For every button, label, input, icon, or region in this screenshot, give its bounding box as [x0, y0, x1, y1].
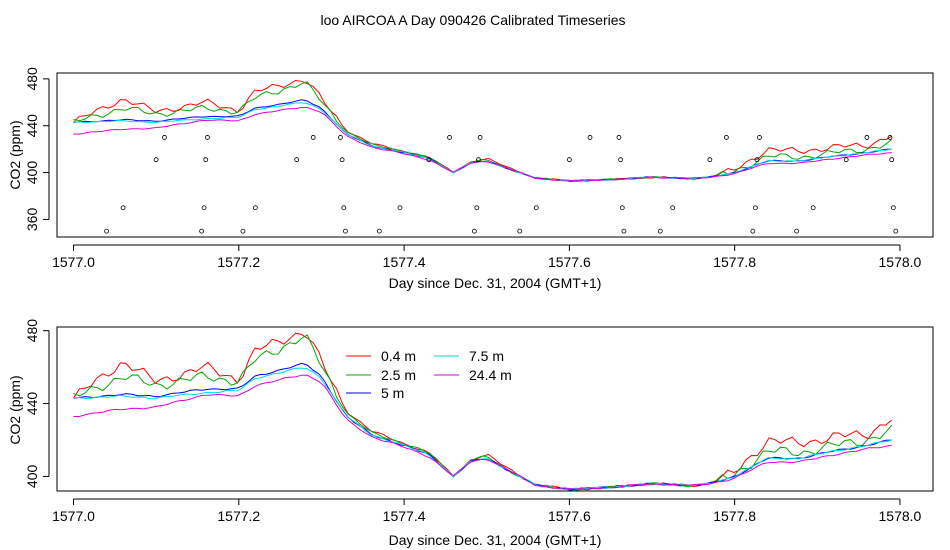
bottom-panel: 1577.0 1577.2 1577.4 1577.6 1577.8 1578.0 400…: [7, 319, 934, 548]
flag-point: [657, 228, 663, 234]
bottom-x-tick-label: 1577.0: [52, 508, 95, 524]
bottom-series-lines: [73, 332, 893, 491]
top-series-line-5-m: [73, 99, 892, 182]
flag-point: [252, 205, 258, 211]
flag-point: [341, 205, 347, 211]
flag-point: [670, 205, 676, 211]
flag-point: [750, 228, 756, 234]
bottom-x-axis: 1577.0 1577.2 1577.4 1577.6 1577.8 1578.0: [52, 498, 922, 524]
legend-label: 5 m: [381, 385, 404, 401]
flag-point: [587, 135, 593, 140]
bottom-x-axis-label: Day since Dec. 31, 2004 (GMT+1): [389, 532, 602, 548]
top-x-axis-label: Day since Dec. 31, 2004 (GMT+1): [389, 275, 602, 291]
bottom-x-tick-label: 1577.6: [548, 508, 591, 524]
flag-point: [533, 205, 539, 211]
flag-point: [376, 228, 382, 234]
bottom-y-tick-label: 440: [24, 392, 40, 416]
flag-point: [339, 157, 345, 163]
top-series-line-0-4-m: [73, 79, 892, 182]
flag-point: [889, 157, 895, 163]
flag-point: [757, 135, 762, 140]
flag-point: [397, 205, 403, 211]
flag-point: [199, 228, 205, 234]
bottom-series-line-24-4-m: [73, 374, 892, 490]
legend-label: 0.4 m: [381, 348, 416, 364]
top-x-tick-label: 1577.4: [383, 254, 426, 270]
flag-point: [893, 228, 899, 234]
flag-point: [618, 157, 624, 163]
flag-point: [471, 228, 477, 234]
flag-point: [201, 205, 207, 211]
flag-point: [476, 157, 481, 163]
flag-point: [619, 205, 625, 211]
top-panel: 1577.0 1577.2 1577.4 1577.6 1577.8 1578.0 360…: [7, 67, 934, 291]
flag-point: [707, 157, 713, 163]
legend: 0.4 m 2.5 m 5 m 7.5 m 24.4 m: [346, 348, 512, 401]
flag-point: [477, 135, 483, 140]
top-plot-frame: [56, 72, 934, 238]
flag-point: [203, 157, 209, 163]
top-series-line-7-5-m: [73, 102, 892, 182]
flag-point: [864, 135, 870, 140]
flag-point: [205, 135, 210, 140]
figure-title: loo AIRCOA A Day 090426 Calibrated Times…: [320, 12, 625, 28]
top-y-tick-label: 440: [24, 114, 40, 138]
top-series-line-24-4-m: [73, 107, 892, 182]
top-x-tick-label: 1577.0: [52, 254, 95, 270]
flag-point: [294, 157, 300, 163]
flag-point: [723, 135, 729, 140]
flag-point: [240, 228, 246, 234]
bottom-y-tick-label: 400: [24, 465, 40, 489]
bottom-x-tick-label: 1577.2: [217, 508, 260, 524]
flag-point: [566, 157, 572, 163]
top-x-tick-label: 1577.2: [217, 254, 260, 270]
flag-point: [794, 228, 800, 234]
flag-point: [153, 157, 159, 163]
flag-point: [621, 228, 627, 234]
flag-point: [810, 205, 816, 211]
flag-point: [338, 135, 343, 140]
flag-point: [616, 135, 622, 140]
bottom-x-tick-label: 1577.4: [383, 508, 426, 524]
flag-point: [843, 157, 849, 163]
flag-point: [162, 135, 167, 140]
flag-point: [120, 205, 126, 211]
flag-point: [343, 228, 348, 234]
flag-point: [474, 205, 480, 211]
flag-point: [447, 135, 452, 140]
flag-point: [310, 135, 316, 140]
bottom-y-axis-label: CO2 (ppm): [7, 375, 23, 444]
top-y-axis: 360 400 440 480: [24, 67, 50, 232]
top-y-tick-label: 360: [24, 208, 40, 232]
top-series-line-2-5-m: [73, 81, 893, 182]
legend-label: 7.5 m: [469, 348, 504, 364]
flag-point: [104, 228, 109, 234]
bottom-y-axis: 400 440 480: [24, 319, 50, 489]
top-series-lines: [73, 79, 893, 182]
top-y-axis-label: CO2 (ppm): [7, 120, 23, 189]
flag-point: [752, 205, 758, 211]
legend-label: 24.4 m: [469, 367, 512, 383]
top-y-tick-label: 400: [24, 161, 40, 185]
flag-point: [517, 228, 523, 234]
bottom-y-tick-label: 480: [24, 319, 40, 343]
top-y-tick-label: 480: [24, 67, 40, 91]
bottom-x-tick-label: 1577.8: [713, 508, 756, 524]
flag-point: [426, 157, 432, 163]
top-x-axis: 1577.0 1577.2 1577.4 1577.6 1577.8 1578.0: [52, 244, 922, 270]
flag-point: [890, 205, 896, 211]
bottom-series-line-7-5-m: [73, 367, 892, 491]
bottom-plot-frame: [56, 326, 934, 492]
bottom-x-tick-label: 1578.0: [879, 508, 922, 524]
top-x-tick-label: 1577.6: [548, 254, 591, 270]
flag-point: [754, 157, 760, 163]
top-x-tick-label: 1578.0: [879, 254, 922, 270]
flag-point: [887, 135, 893, 140]
bottom-series-line-2-5-m: [73, 334, 893, 491]
legend-label: 2.5 m: [381, 367, 416, 383]
top-flag-points: [104, 135, 899, 234]
top-x-tick-label: 1577.8: [713, 254, 756, 270]
